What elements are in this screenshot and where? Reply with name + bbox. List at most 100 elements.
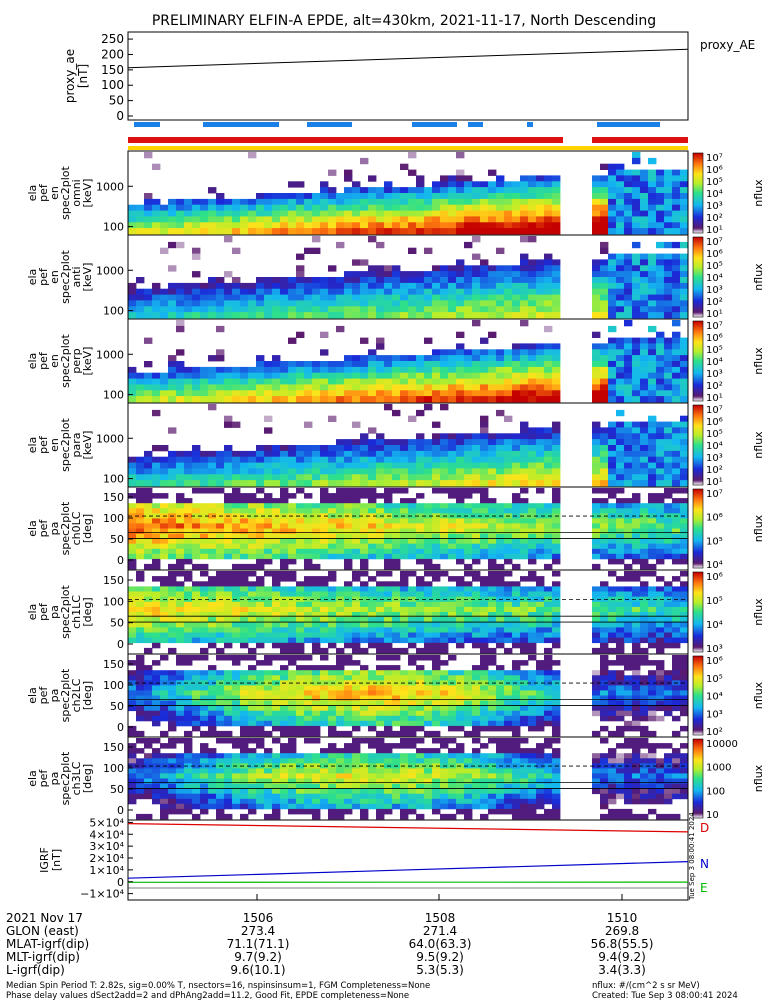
spectrogram-cell (128, 396, 136, 402)
spectrogram-cell (336, 675, 344, 681)
spectrogram-cell (520, 236, 528, 242)
spectrogram-cell (416, 175, 424, 181)
spectrogram-cell (456, 211, 464, 217)
spectrogram-cell (448, 187, 456, 193)
spectrogram-cell (544, 622, 552, 628)
spectrogram-cell (304, 468, 312, 474)
spectrogram-cell (464, 529, 472, 535)
spectrogram-cell (496, 300, 504, 306)
spectrogram-cell (272, 480, 280, 486)
spectrogram-cell (424, 271, 432, 277)
spectrogram-cell (376, 539, 384, 545)
spectrogram-cell (368, 549, 376, 555)
spectrogram-cell (248, 638, 256, 644)
spectrogram-cell (624, 468, 632, 474)
spectrogram-cell (216, 306, 224, 312)
spectrogram-cell (416, 696, 424, 702)
spectrogram-cell (176, 326, 184, 332)
spectrogram-cell (432, 187, 440, 193)
spectrogram-cell (176, 529, 184, 535)
spectrogram-cell (352, 211, 360, 217)
spectrogram-cell (352, 571, 360, 577)
spectrogram-cell (200, 205, 208, 211)
spectrogram-cell (456, 685, 464, 691)
spectrogram-cell (280, 295, 288, 301)
spectrogram-cell (376, 361, 384, 367)
spectrogram-cell (336, 211, 344, 217)
spectrogram-cell (352, 523, 360, 529)
spectrogram-cell (456, 607, 464, 613)
spectrogram-cell (136, 670, 144, 676)
spectrogram-cell (224, 283, 232, 289)
spectrogram-cell (648, 474, 656, 480)
spectrogram-cell (432, 508, 440, 514)
spectrogram-cell (400, 607, 408, 613)
spectrogram-cell (616, 445, 624, 451)
spectrogram-cell (480, 660, 488, 666)
spectrogram-cell (488, 711, 496, 717)
spectrogram-cell (440, 685, 448, 691)
spectrogram-ylabel: [keV] (81, 179, 94, 208)
spectrogram-cell (320, 312, 328, 318)
spectrogram-cell (416, 277, 424, 283)
spectrogram-cell (264, 627, 272, 633)
spectrogram-cell (232, 390, 240, 396)
spectrogram-cell (288, 675, 296, 681)
spectrogram-cell (312, 554, 320, 560)
spectrogram-cell (672, 170, 680, 176)
spectrogram-cell (368, 211, 376, 217)
spectrogram-cell (320, 554, 328, 560)
spectrogram-cell (432, 355, 440, 361)
spectrogram-cell (272, 503, 280, 509)
spectrogram-cell (512, 665, 520, 671)
spectrogram-cell (528, 367, 536, 373)
spectrogram-cell (448, 181, 456, 187)
spectrogram-cell (624, 433, 632, 439)
spectrogram-cell (360, 367, 368, 373)
spectrogram-cell (352, 396, 360, 402)
spectrogram-cell (144, 622, 152, 628)
spectrogram-cell (264, 361, 272, 367)
spectrogram-cell (200, 721, 208, 727)
spectrogram-cell (664, 518, 672, 524)
spectrogram-cell (504, 706, 512, 712)
spectrogram-cell (152, 503, 160, 509)
spectrogram-cell (144, 396, 152, 402)
spectrogram-cell (352, 643, 360, 649)
spectrogram-cell (288, 390, 296, 396)
orbit-segment-bar (128, 137, 563, 143)
spectrogram-cell (472, 675, 480, 681)
spectrogram-cell (640, 373, 648, 379)
spectrogram-cell (304, 544, 312, 550)
spectrogram-cell (256, 660, 264, 666)
spectrogram-cell (336, 205, 344, 211)
spectrogram-cell (472, 457, 480, 463)
spectrogram-cell (320, 493, 328, 499)
spectrogram-cell (632, 523, 640, 529)
colorbar-tick-label: 10⁵ (706, 345, 723, 356)
spectrogram-cell (616, 468, 624, 474)
spectrogram-cell (536, 277, 544, 283)
spectrogram-cell (304, 373, 312, 379)
spectrogram-cell (472, 254, 480, 260)
spectrogram-cell (624, 211, 632, 217)
spectrogram-cell (280, 300, 288, 306)
spectrogram-cell (608, 612, 616, 618)
spectrogram-cell (312, 529, 320, 535)
spectrogram-cell (328, 463, 336, 469)
spectrogram-cell (680, 416, 688, 422)
spectrogram-cell (152, 706, 160, 712)
spectrogram-cell (512, 199, 520, 205)
spectrogram-cell (328, 295, 336, 301)
spectrogram-cell (496, 181, 504, 187)
spectrogram-cell (296, 508, 304, 514)
spectrogram-cell (392, 355, 400, 361)
spectrogram-cell (640, 474, 648, 480)
spectrogram-cell (648, 627, 656, 633)
spectrogram-cell (456, 544, 464, 550)
spectrogram-cell (344, 627, 352, 633)
spectrogram-cell (616, 283, 624, 289)
spectrogram-cell (512, 602, 520, 608)
spectrogram-cell (592, 648, 600, 654)
spectrogram-cell (520, 312, 528, 318)
